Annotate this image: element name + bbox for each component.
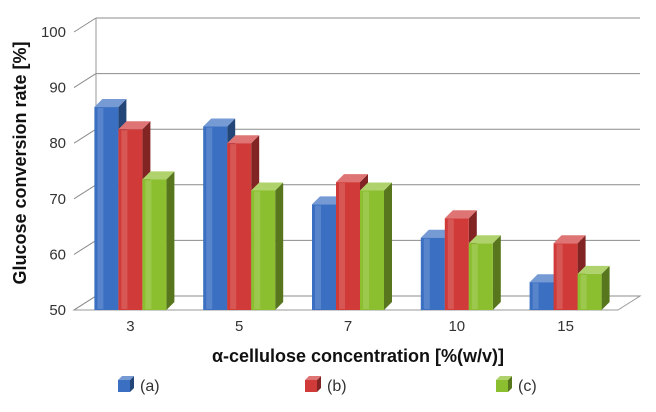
gridline-side: [73, 17, 97, 33]
gridline-side: [73, 128, 97, 144]
x-tick-label: 15: [557, 318, 574, 335]
bar-front: [142, 179, 167, 310]
bar-highlight: [532, 283, 539, 309]
bar-top: [251, 182, 284, 191]
bar-c-15: [577, 265, 610, 310]
ticks-layer: 50 60 70 80 90 100 3 5 7 10 15: [41, 24, 574, 335]
bar-highlight: [315, 205, 321, 309]
bar-highlight: [423, 238, 430, 309]
gridline-side: [73, 239, 97, 255]
legend-swatch: [305, 380, 317, 392]
bar-c-10: [468, 235, 501, 310]
bar-front: [468, 243, 493, 310]
bar-front: [94, 107, 119, 310]
legend-swatch: [118, 380, 130, 392]
y-tick-label: 90: [49, 80, 66, 97]
bar-b-3: [118, 121, 151, 310]
bar-highlight: [447, 219, 454, 309]
x-tick-label: 3: [126, 318, 134, 335]
gridline-side: [73, 184, 97, 200]
legend-swatch-top: [118, 376, 134, 380]
legend-swatch-side: [130, 376, 134, 392]
bar-top: [94, 99, 127, 108]
x-tick-label: 7: [344, 318, 352, 335]
bar-highlight: [339, 183, 345, 309]
y-tick-label: 50: [49, 302, 66, 319]
bar-c-5: [251, 182, 284, 310]
bar-front: [336, 182, 360, 310]
bar-side: [601, 265, 610, 310]
legend-label: (c): [518, 378, 537, 395]
bar-side: [275, 182, 284, 310]
bar-top: [142, 171, 175, 180]
bar-c-7: [360, 182, 392, 310]
legend-label: (a): [140, 378, 160, 395]
legend-swatch-side: [317, 376, 321, 392]
bar-front: [251, 190, 276, 310]
bar-top: [118, 121, 151, 130]
gridline-side: [73, 295, 97, 311]
legend-label: (b): [327, 378, 347, 395]
bar-highlight: [556, 244, 563, 309]
bar-side: [384, 182, 392, 310]
legend-item: (b): [305, 376, 347, 395]
x-axis-title: α-cellulose concentration [%(w/v)]: [212, 346, 504, 366]
bar-highlight: [363, 191, 369, 309]
bar-highlight: [254, 191, 261, 309]
x-tick-label: 10: [448, 318, 465, 335]
bar-top: [468, 235, 501, 244]
y-tick-label: 80: [49, 135, 66, 152]
legend-item: (c): [496, 376, 537, 395]
bar-front: [420, 237, 445, 310]
bar-front: [529, 282, 554, 310]
legend-swatch-top: [496, 376, 512, 380]
gridline-side: [73, 73, 97, 89]
legend-swatch: [496, 380, 508, 392]
bar-top: [577, 265, 610, 274]
bar-highlight: [580, 274, 587, 309]
bar-front: [444, 218, 469, 310]
bar-front: [360, 190, 384, 310]
bar-highlight: [206, 127, 213, 310]
bar-front: [553, 243, 578, 310]
bar-top: [203, 118, 236, 127]
y-tick-label: 100: [41, 24, 66, 41]
legend-swatch-side: [508, 376, 512, 392]
bar-front: [312, 204, 336, 310]
bar-highlight: [230, 144, 237, 309]
bar-highlight: [471, 244, 478, 309]
bar-b-10: [444, 210, 477, 310]
bar-side: [166, 171, 175, 310]
y-tick-label: 60: [49, 246, 66, 263]
bar-side: [492, 235, 501, 310]
bar-front: [227, 143, 252, 310]
bar-c-3: [142, 171, 175, 310]
bar-highlight: [145, 180, 152, 309]
legend-swatch-top: [305, 376, 321, 380]
bar-top: [227, 135, 260, 144]
x-tick-label: 5: [235, 318, 243, 335]
legend: (a) (b) (c): [118, 376, 537, 395]
bar-top: [444, 210, 477, 219]
y-axis-title: Glucose conversion rate [%]: [10, 41, 30, 284]
bar-highlight: [121, 130, 128, 309]
legend-item: (a): [118, 376, 160, 395]
bar-front: [203, 126, 228, 311]
y-tick-label: 70: [49, 191, 66, 208]
bar-top: [360, 182, 392, 191]
bar-front: [118, 129, 143, 310]
bars-layer: [94, 99, 610, 311]
bar-front: [577, 273, 602, 310]
bar-top: [336, 174, 368, 183]
bar-top: [553, 235, 586, 244]
bar-highlight: [97, 108, 104, 309]
